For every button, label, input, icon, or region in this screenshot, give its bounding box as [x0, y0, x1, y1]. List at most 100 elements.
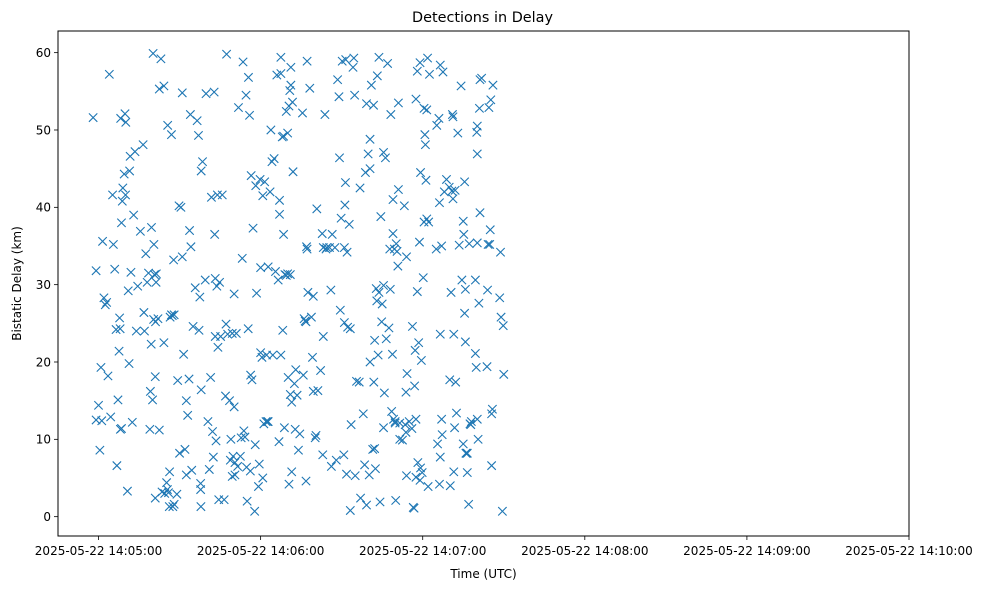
data-point-marker: [201, 89, 211, 99]
data-point-marker: [447, 186, 457, 196]
data-point-marker: [184, 374, 194, 384]
data-point-marker: [369, 377, 379, 387]
data-point-marker: [381, 334, 391, 344]
data-point-marker: [477, 73, 487, 83]
data-point-marker: [100, 300, 110, 310]
data-point-marker: [179, 349, 189, 359]
data-point-marker: [302, 244, 312, 254]
data-point-marker: [495, 293, 505, 303]
data-point-marker: [229, 289, 239, 299]
data-point-marker: [310, 433, 320, 443]
data-point-marker: [194, 325, 204, 335]
data-point-marker: [233, 102, 244, 113]
data-point-marker: [377, 299, 387, 309]
data-point-marker: [343, 322, 353, 332]
data-point-marker: [368, 100, 379, 110]
data-point-marker: [270, 266, 281, 277]
data-point-marker: [117, 196, 127, 206]
data-point-marker: [164, 502, 174, 512]
data-point-marker: [308, 291, 318, 301]
data-point-marker: [151, 277, 161, 287]
data-point-marker: [370, 335, 380, 345]
data-point-marker: [221, 49, 232, 59]
data-point-marker: [240, 432, 250, 442]
x-tick-label: 2025-05-22 14:06:00: [197, 544, 324, 558]
x-axis-label: Time (UTC): [449, 567, 516, 581]
data-point-marker: [192, 116, 202, 126]
data-point-marker: [399, 201, 409, 211]
data-point-marker: [169, 255, 179, 265]
data-point-marker: [278, 229, 289, 239]
data-point-marker: [370, 464, 381, 474]
data-point-marker: [419, 103, 429, 113]
data-point-marker: [451, 408, 462, 418]
data-point-marker: [126, 267, 136, 277]
data-point-marker: [246, 171, 256, 181]
data-point-marker: [450, 185, 460, 195]
data-point-marker: [287, 397, 297, 407]
data-point-marker: [168, 502, 178, 512]
data-point-marker: [322, 242, 332, 253]
x-tick-label: 2025-05-22 14:08:00: [521, 544, 648, 558]
data-point-marker: [230, 470, 240, 480]
data-point-marker: [262, 416, 272, 427]
x-tick-label: 2025-05-22 14:09:00: [683, 544, 810, 558]
data-point-marker: [228, 451, 238, 461]
data-point-marker: [95, 445, 105, 455]
data-point-marker: [162, 485, 173, 495]
data-point-marker: [423, 481, 433, 492]
data-point-marker: [435, 329, 445, 339]
data-point-marker: [154, 425, 164, 435]
data-point-marker: [278, 131, 289, 141]
data-point-marker: [460, 284, 470, 294]
data-point-marker: [258, 473, 268, 483]
data-point-marker: [370, 444, 380, 454]
data-point-marker: [217, 190, 227, 200]
data-point-marker: [245, 466, 255, 476]
data-point-marker: [250, 440, 260, 450]
data-point-marker: [177, 88, 187, 98]
plot-area: [57, 30, 910, 537]
data-point-marker: [139, 307, 149, 318]
data-point-marker: [350, 90, 360, 100]
data-point-marker: [336, 213, 346, 223]
y-tick-label: 40: [36, 201, 51, 215]
data-point-marker: [118, 183, 128, 193]
data-point-marker: [365, 164, 375, 174]
data-point-marker: [260, 177, 270, 187]
data-point-marker: [331, 455, 341, 465]
data-point-marker: [457, 275, 467, 285]
data-point-marker: [375, 497, 385, 507]
data-point-marker: [221, 319, 231, 329]
data-point-marker: [365, 134, 375, 144]
data-point-marker: [320, 109, 330, 120]
data-point-marker: [460, 177, 470, 187]
data-point-marker: [104, 69, 114, 79]
data-point-marker: [276, 52, 286, 62]
data-point-marker: [284, 479, 294, 489]
data-point-marker: [254, 459, 264, 469]
data-point-marker: [193, 130, 204, 140]
data-point-marker: [335, 305, 345, 315]
data-point-marker: [133, 281, 143, 291]
data-point-marker: [334, 92, 344, 102]
data-point-marker: [355, 493, 366, 503]
data-point-marker: [149, 270, 160, 280]
data-point-marker: [345, 505, 355, 516]
data-point-marker: [415, 167, 426, 178]
data-point-marker: [313, 386, 323, 396]
data-point-marker: [288, 167, 298, 177]
data-point-marker: [166, 130, 177, 140]
data-point-marker: [380, 153, 391, 163]
data-point-marker: [414, 237, 425, 247]
data-point-marker: [401, 252, 412, 262]
data-point-marker: [311, 430, 321, 441]
data-point-marker: [216, 331, 226, 342]
data-point-marker: [295, 429, 305, 439]
data-point-marker: [401, 387, 411, 397]
data-point-marker: [473, 434, 483, 444]
data-point-marker: [361, 99, 372, 109]
data-point-marker: [411, 414, 421, 424]
data-point-marker: [172, 489, 182, 499]
data-point-marker: [388, 229, 398, 239]
